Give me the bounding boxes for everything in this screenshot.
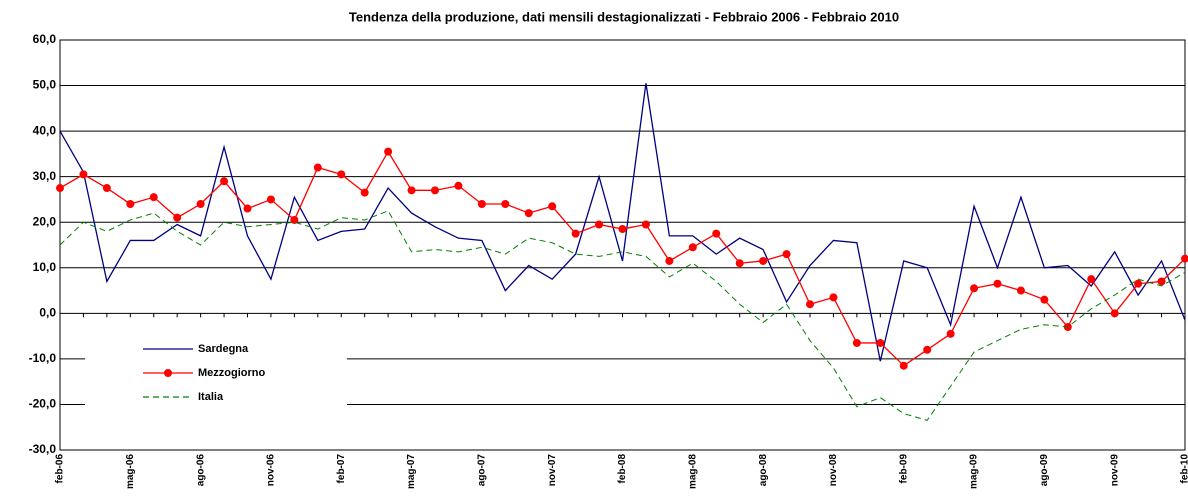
x-tick-label: ago-09 [1039,454,1050,487]
point [454,181,463,190]
point [1110,309,1119,318]
point [524,209,533,218]
y-tick-label: -30,0 [29,442,57,456]
y-tick-label: 30,0 [33,169,57,183]
point [688,243,697,252]
x-tick-label: feb-07 [336,454,347,484]
point [712,229,721,238]
legend-label: Italia [198,391,224,403]
point [220,177,229,186]
point [477,200,486,208]
x-tick-label: nov-08 [828,454,839,487]
x-tick-label: feb-06 [55,454,66,484]
point [548,202,557,211]
point [1181,254,1188,263]
point [641,220,650,229]
point [290,215,299,224]
point [1016,286,1025,295]
point [196,200,205,208]
point [735,259,744,268]
point [1157,277,1166,286]
x-tick-label: mag-09 [969,454,980,489]
x-tick-label: mag-06 [125,454,136,489]
point [923,345,932,354]
x-tick-label: ago-06 [195,454,206,487]
point [266,195,275,204]
x-tick-label: ago-07 [477,454,488,487]
point [384,147,393,156]
x-tick-label: mag-08 [687,454,698,489]
point [876,338,885,347]
point [946,329,955,338]
y-tick-label: -20,0 [29,397,57,411]
x-tick-label: feb-10 [1180,454,1188,484]
point [126,200,135,208]
y-tick-label: 20,0 [33,214,57,228]
point [1134,279,1143,288]
point [1087,275,1096,284]
series-line [59,83,1186,362]
point [56,184,64,193]
point [993,279,1002,288]
series-line [59,210,1186,421]
point [501,200,510,208]
point [337,170,346,179]
point [759,256,768,265]
point [1040,295,1049,304]
point [102,184,111,193]
point [407,186,416,195]
point [970,284,979,293]
x-tick-label: nov-06 [266,454,277,487]
y-tick-label: 0,0 [39,306,56,320]
point [665,256,674,265]
point [595,220,604,229]
x-tick-label: mag-07 [406,454,417,489]
y-tick-label: -10,0 [29,351,57,365]
point [360,188,369,197]
point [782,250,791,259]
point [806,300,814,309]
point [571,229,580,238]
x-tick-label: feb-08 [617,454,628,484]
x-tick-label: ago-08 [758,454,769,487]
legend-label: Sardegna [198,343,249,355]
legend-marker [164,369,172,377]
point [829,293,838,302]
y-tick-label: 60,0 [33,32,57,46]
point [313,163,322,172]
legend-box [85,335,347,410]
x-tick-label: nov-07 [547,454,558,487]
point [149,193,158,202]
point [243,204,252,213]
y-tick-label: 40,0 [33,123,57,137]
point [79,170,88,179]
x-tick-label: feb-09 [898,454,909,484]
x-tick-label: nov-09 [1109,454,1120,487]
y-tick-label: 10,0 [33,260,57,274]
y-tick-label: 50,0 [33,78,57,92]
legend-label: Mezzogiorno [198,367,265,379]
point [852,338,861,347]
point [431,186,439,195]
point [618,225,627,234]
point [173,213,182,222]
chart-title: Tendenza della produzione, dati mensili … [349,9,899,24]
point [899,361,908,370]
